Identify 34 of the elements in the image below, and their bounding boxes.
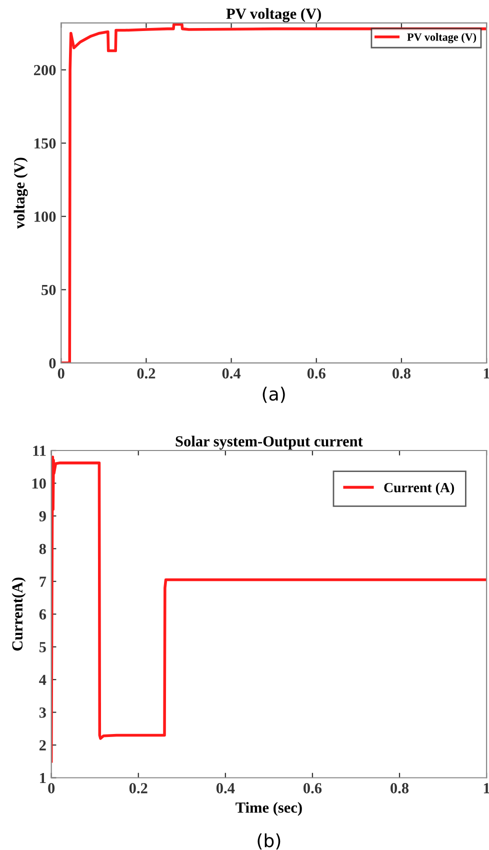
x-axis-title: Time (sec) [236, 802, 302, 816]
y-tick-label: 9 [39, 511, 46, 522]
y-tick-label: 7 [40, 576, 46, 587]
x-tick-label: 0.6 [304, 783, 322, 794]
text: (b) [258, 833, 280, 850]
y-tick-label: 2 [39, 740, 46, 750]
y-tick-label: 150 [34, 138, 56, 149]
x-tick-label: 0.8 [390, 783, 409, 794]
y-tick-label: 3 [39, 707, 46, 718]
y-tick-label: 100 [34, 212, 56, 222]
x-tick-label: 0.8 [392, 368, 411, 379]
text: (a) [262, 386, 285, 403]
y-tick-label: 50 [42, 284, 56, 296]
x-tick-label: 0.6 [307, 368, 326, 379]
y-tick-label: 8 [39, 544, 46, 554]
x-tick-label: 0.2 [137, 368, 156, 379]
y-tick-label: 1 [40, 772, 46, 784]
y-axis-title: voltage (V) [14, 158, 28, 229]
line-series [51, 456, 487, 763]
y-tick-label: 200 [34, 64, 56, 76]
y-tick-label: 6 [39, 609, 46, 620]
y-axis-title: Current(A) [12, 578, 26, 651]
y-tick-label: 0 [49, 358, 56, 368]
legend-label: Current (A) [384, 482, 454, 496]
x-tick-label: 0.2 [129, 783, 148, 794]
x-tick-label: 0.4 [222, 368, 241, 379]
y-tick-label: 11 [33, 446, 46, 456]
y-tick-label: 10 [32, 478, 46, 489]
chart-title: Solar system-Output current [176, 436, 363, 450]
x-tick-label: 0 [58, 368, 64, 379]
chart-title: PV voltage (V) [226, 8, 321, 22]
x-tick-label: 0.4 [216, 783, 235, 794]
y-tick-label: 5 [39, 642, 46, 652]
y-tick-label: 4 [39, 674, 46, 685]
